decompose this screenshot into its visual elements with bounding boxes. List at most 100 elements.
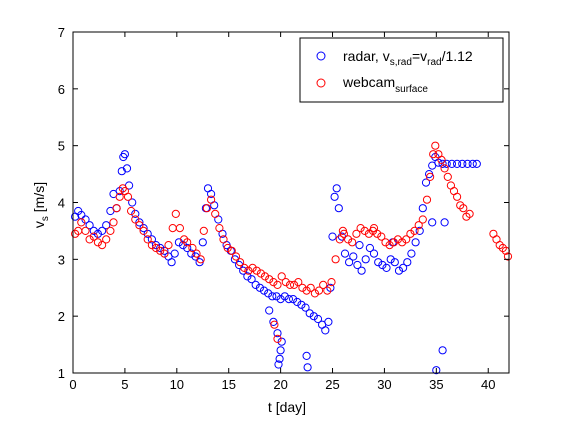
radar-point <box>276 295 285 304</box>
webcam-point <box>314 286 324 295</box>
webcam-point <box>344 235 353 244</box>
webcam-point <box>156 246 165 255</box>
radar-point <box>378 260 387 270</box>
webcam-point <box>426 172 435 181</box>
radar-point <box>274 360 283 369</box>
webcam-point <box>281 278 290 287</box>
webcam-point <box>202 204 211 213</box>
webcam-point <box>265 275 274 284</box>
webcam-point <box>398 238 407 247</box>
webcam-point <box>171 209 180 218</box>
radar-point <box>440 218 449 227</box>
radar-point <box>305 309 314 318</box>
webcam-point <box>192 249 201 258</box>
webcam-point <box>118 184 127 193</box>
webcam-point <box>131 215 140 224</box>
radar-point <box>187 249 196 258</box>
radar-point <box>139 224 148 233</box>
webcam-point <box>269 278 278 287</box>
webcam-point <box>418 215 427 224</box>
webcam-point <box>290 280 299 289</box>
y-tick-label: 4 <box>58 196 65 211</box>
radar-point <box>332 184 341 193</box>
webcam-point <box>273 334 282 343</box>
radar-point <box>102 221 111 230</box>
webcam-point <box>109 218 118 227</box>
webcam-point <box>437 155 446 164</box>
radar-point <box>349 252 358 261</box>
x-tick-label: 15 <box>221 377 235 392</box>
radar-point <box>390 258 399 267</box>
webcam-point <box>406 229 415 238</box>
webcam-point <box>199 226 208 235</box>
radar-point <box>289 295 298 304</box>
webcam-point <box>256 269 265 278</box>
webcam-point <box>211 209 220 218</box>
y-axis-label-tail: [m/s] <box>31 182 47 216</box>
radar-point <box>277 337 286 346</box>
webcam-point <box>429 150 438 159</box>
y-tick-label: 2 <box>58 309 65 324</box>
radar-point <box>131 209 140 218</box>
webcam-point <box>139 226 148 235</box>
y-axis-label-sub: s <box>40 216 51 221</box>
webcam-point <box>236 258 245 267</box>
webcam-point <box>453 192 462 201</box>
radar-point <box>207 189 216 199</box>
radar-point <box>198 238 207 247</box>
webcam-point <box>248 263 257 272</box>
webcam-point <box>410 226 419 235</box>
y-tick-label: 1 <box>58 366 65 381</box>
radar-point <box>369 249 379 258</box>
legend-radar-tail: /1.12 <box>442 48 473 64</box>
radar-point <box>255 283 264 292</box>
radar-point <box>458 159 467 168</box>
radar-point <box>428 218 437 227</box>
radar-point <box>353 260 362 270</box>
x-axis-label: t [day] <box>268 399 306 415</box>
legend-radar-mid: =v <box>412 48 427 64</box>
radar-point <box>447 159 456 168</box>
radar-point <box>415 226 424 235</box>
radar-point <box>301 303 310 312</box>
radar-point <box>151 241 161 250</box>
radar-point <box>247 275 256 284</box>
webcam-point <box>183 238 192 247</box>
radar-point <box>303 363 312 372</box>
radar-point <box>273 329 282 338</box>
radar-point <box>386 255 395 264</box>
radar-point <box>170 249 179 258</box>
webcam-point <box>377 232 386 241</box>
webcam-point <box>356 224 365 233</box>
radar-point <box>411 238 420 247</box>
y-tick-label: 5 <box>58 139 65 154</box>
webcam-point <box>207 195 216 204</box>
webcam-point <box>252 266 261 275</box>
legend-webcam-marker <box>316 78 326 88</box>
webcam-point <box>260 272 270 281</box>
radar-point <box>472 159 481 168</box>
webcam-point <box>219 235 228 244</box>
radar-point <box>442 159 451 168</box>
legend-webcam-label: webcamsurface <box>342 74 428 95</box>
webcam-point <box>422 195 432 204</box>
webcam-point <box>151 243 161 253</box>
x-tick-label: 35 <box>429 377 443 392</box>
x-tick-label: 30 <box>377 377 391 392</box>
legend-webcam-sub: surface <box>395 84 428 95</box>
radar-point <box>160 246 169 255</box>
webcam-point <box>85 235 94 244</box>
radar-point <box>418 204 427 213</box>
webcam-point <box>135 221 144 230</box>
webcam-series <box>71 141 513 343</box>
webcam-point <box>81 226 90 235</box>
webcam-point <box>414 221 423 230</box>
radar-point <box>135 218 144 227</box>
webcam-point <box>123 192 133 201</box>
webcam-point <box>338 226 347 235</box>
radar-point <box>93 229 103 238</box>
radar-point <box>293 297 302 307</box>
radar-point <box>156 243 165 253</box>
webcam-point <box>89 232 98 241</box>
